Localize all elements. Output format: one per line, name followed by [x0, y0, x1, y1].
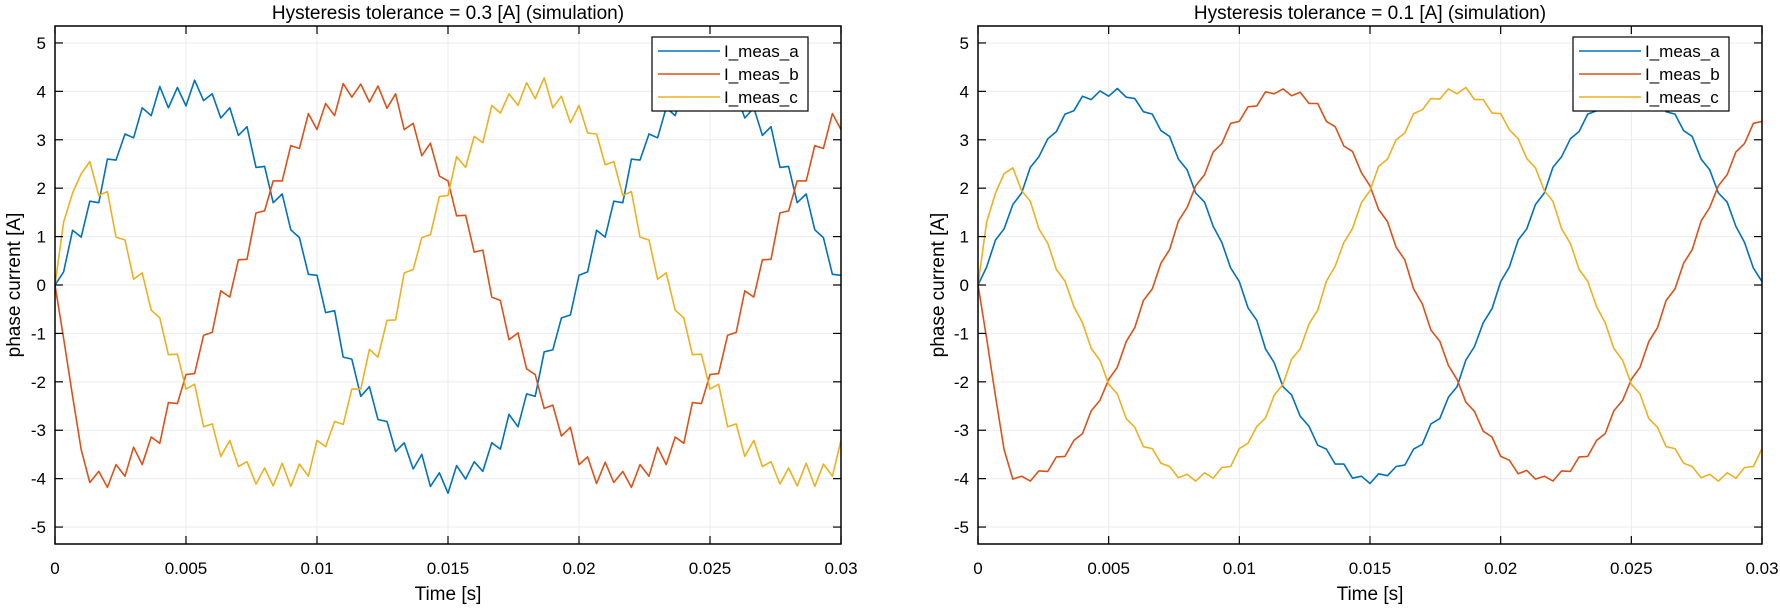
- chart-title: Hysteresis tolerance = 0.1 [A] (simulati…: [1194, 3, 1546, 24]
- y-tick-label: -1: [31, 324, 46, 343]
- legend-label: I_meas_b: [1645, 65, 1720, 84]
- y-tick-label: -4: [954, 470, 969, 489]
- x-tick-label: 0.015: [1349, 559, 1392, 578]
- legend-label: I_meas_a: [724, 42, 799, 61]
- y-tick-label: 4: [960, 82, 969, 101]
- y-tick-label: -3: [31, 421, 46, 440]
- y-tick-label: 3: [960, 131, 969, 150]
- y-tick-label: 2: [37, 179, 46, 198]
- x-tick-label: 0: [973, 559, 982, 578]
- y-tick-label: 5: [960, 34, 969, 53]
- x-tick-label: 0.025: [1610, 559, 1653, 578]
- series-line-I_meas_c: [978, 86, 1762, 482]
- y-tick-label: 1: [960, 228, 969, 247]
- x-tick-label: 0.025: [689, 559, 732, 578]
- y-tick-label: -1: [954, 324, 969, 343]
- chart-1: 0 0.005 0.01 0.015 0.02 0.025 0.03 -5 -4 -3 -2 -1 0 1…: [4, 3, 858, 605]
- series-line-I_meas_c: [55, 77, 841, 488]
- y-tick-label: 0: [37, 276, 46, 295]
- x-tick-label: 0.005: [1087, 559, 1130, 578]
- x-tick-label: 0: [50, 559, 59, 578]
- y-tick-label: -4: [31, 470, 46, 489]
- x-tick-label: 0.01: [1223, 559, 1256, 578]
- y-tick-label: 2: [960, 179, 969, 198]
- y-tick-label: 1: [37, 228, 46, 247]
- x-axis-label: Time [s]: [415, 584, 482, 605]
- y-tick-label: -2: [31, 373, 46, 392]
- series-line-I_meas_b: [978, 88, 1762, 482]
- legend-label: I_meas_a: [1645, 42, 1720, 61]
- y-tick-label: 4: [37, 82, 46, 101]
- legend: I_meas_a I_meas_b I_meas_c: [1572, 36, 1730, 112]
- legend: I_meas_a I_meas_b I_meas_c: [651, 36, 809, 112]
- legend-label: I_meas_c: [724, 88, 798, 107]
- series-line-I_meas_b: [55, 82, 841, 489]
- y-tick-label: -5: [954, 518, 969, 537]
- y-tick-label: 0: [960, 276, 969, 295]
- y-axis-label: phase current [A]: [4, 213, 25, 358]
- x-tick-label: 0.005: [165, 559, 208, 578]
- y-tick-label: 3: [37, 131, 46, 150]
- y-tick-label: 5: [37, 34, 46, 53]
- x-axis-label: Time [s]: [1337, 584, 1404, 605]
- legend-label: I_meas_b: [724, 65, 799, 84]
- y-tick-label: -5: [31, 518, 46, 537]
- x-tick-label: 0.03: [1745, 559, 1778, 578]
- x-tick-label: 0.015: [427, 559, 470, 578]
- x-tick-label: 0.03: [824, 559, 857, 578]
- y-tick-label: -3: [954, 421, 969, 440]
- legend-label: I_meas_c: [1645, 88, 1719, 107]
- chart-title: Hysteresis tolerance = 0.3 [A] (simulati…: [272, 3, 624, 24]
- x-tick-label: 0.01: [300, 559, 333, 578]
- y-tick-label: -2: [954, 373, 969, 392]
- x-tick-label: 0.02: [562, 559, 595, 578]
- y-axis-label: phase current [A]: [928, 213, 949, 358]
- chart-2: 0 0.005 0.01 0.015 0.02 0.025 0.03 -5 -4 -3 -2 -1 0 1…: [928, 3, 1779, 605]
- x-tick-label: 0.02: [1484, 559, 1517, 578]
